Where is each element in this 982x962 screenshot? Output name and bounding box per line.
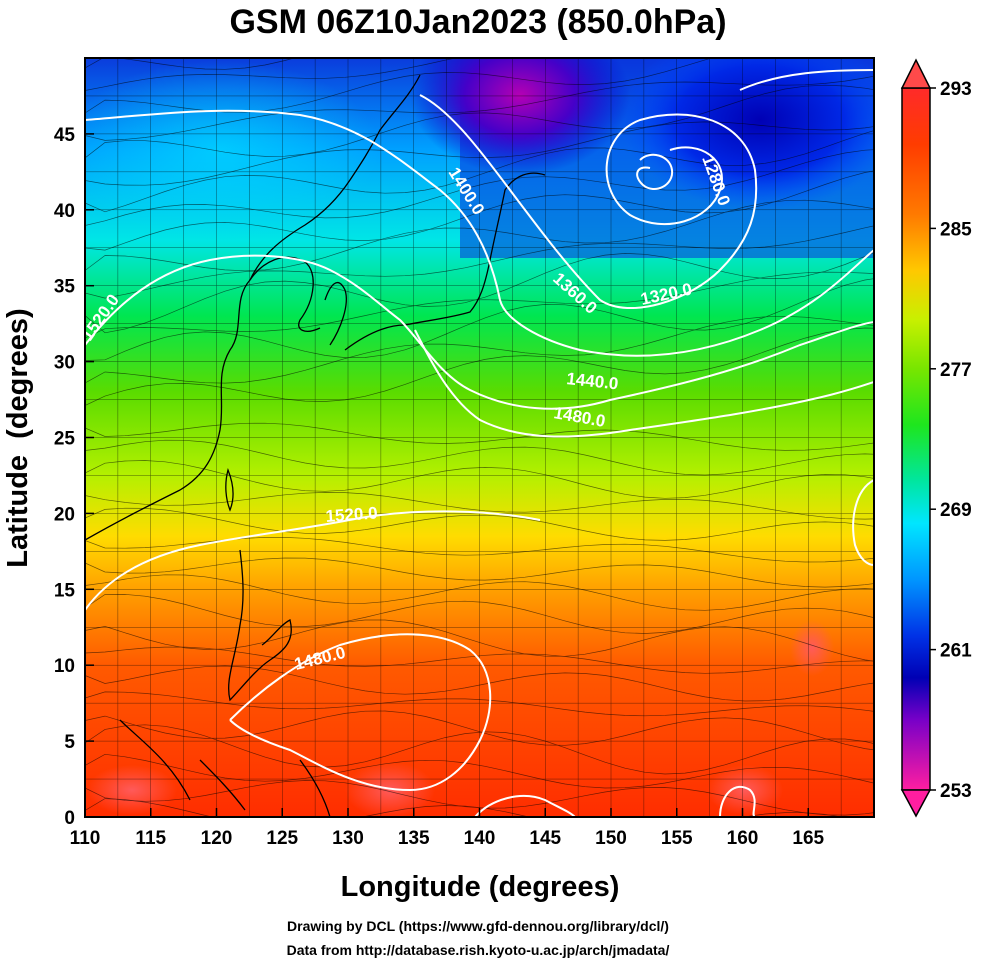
plot-area: 1400.0 1360.0 1320.0 1280.0 1440.0 1480.… <box>85 58 874 817</box>
streamline <box>85 58 296 70</box>
streamline <box>85 130 874 213</box>
x-tick-label: 135 <box>398 828 430 849</box>
y-tick-label: 5 <box>64 732 75 753</box>
y-tick-label: 0 <box>64 808 75 829</box>
y-tick-label: 10 <box>54 656 75 677</box>
y-tick-label: 45 <box>54 125 76 146</box>
streamline <box>85 278 874 361</box>
x-tick-label: 160 <box>727 828 759 849</box>
x-tick-label: 145 <box>529 828 561 849</box>
y-axis-label: Latitude (degrees) <box>2 308 34 567</box>
streamline <box>85 574 874 611</box>
streamline <box>85 170 874 251</box>
figure-title: GSM 06Z10Jan2023 (850.0hPa) <box>229 3 726 41</box>
streamline <box>85 665 874 702</box>
x-tick-label: 125 <box>266 828 298 849</box>
streamline <box>85 149 874 226</box>
colorbar-gradient <box>901 87 931 791</box>
x-tick-label: 140 <box>464 828 496 849</box>
warm-spot <box>790 620 834 676</box>
y-tick-label: 15 <box>54 580 76 601</box>
streamline <box>85 710 874 751</box>
streamline <box>85 84 874 159</box>
streamline <box>85 492 874 520</box>
streamline <box>85 691 874 717</box>
streamline <box>85 58 458 91</box>
streamline <box>85 327 874 406</box>
streamline <box>85 439 874 476</box>
x-tick-label: 165 <box>792 828 824 849</box>
x-axis-ticks: 110 115 120 125 130 135 140 145 150 155 160 165 <box>70 808 825 849</box>
colorbar: 293 285 277 269 261 253 <box>900 58 972 818</box>
colorbar-tick-label: 277 <box>940 360 972 381</box>
streamline <box>85 271 874 339</box>
streamline <box>85 507 874 541</box>
gridlines <box>85 58 874 817</box>
streamline <box>85 619 874 662</box>
colorbar-bottom-arrow <box>900 789 932 818</box>
y-axis-ticks: 0 5 10 15 20 25 30 35 40 45 <box>54 125 94 829</box>
y-tick-label: 25 <box>54 429 76 450</box>
streamline <box>85 460 874 499</box>
contour-label: 1520.0 <box>325 503 378 526</box>
geopotential-contours <box>85 69 874 817</box>
x-tick-label: 150 <box>595 828 627 849</box>
streamline <box>85 199 874 272</box>
colorbar-tick-label: 269 <box>940 500 972 521</box>
credit-line-1: Drawing by DCL (https://www.gfd-dennou.o… <box>287 918 669 934</box>
x-tick-label: 120 <box>201 828 233 849</box>
credit-line-2: Data from http://database.rish.kyoto-u.a… <box>287 942 670 958</box>
x-axis-label: Longitude (degrees) <box>341 871 620 903</box>
coastlines <box>85 74 546 817</box>
y-tick-label: 40 <box>54 201 75 222</box>
x-tick-label: 110 <box>70 828 101 849</box>
colorbar-tick-label: 285 <box>940 219 972 240</box>
streamline <box>85 724 874 775</box>
streamline <box>85 315 874 384</box>
warm-spot <box>87 765 177 815</box>
colorbar-ticks: 293 285 277 269 261 253 <box>930 79 972 802</box>
cyan-region-west <box>85 60 380 240</box>
cold-core-north <box>410 58 630 175</box>
colorbar-tick-label: 293 <box>940 79 972 100</box>
streamline <box>85 252 874 334</box>
warm-spot <box>707 765 783 815</box>
streamline <box>85 646 874 674</box>
streamline <box>85 557 874 588</box>
x-tick-label: 155 <box>661 828 693 849</box>
colorbar-tick-label: 253 <box>940 781 972 802</box>
streamline <box>85 753 874 789</box>
y-tick-label: 35 <box>54 277 76 298</box>
colorbar-top-arrow <box>900 58 932 89</box>
x-tick-label: 115 <box>135 828 166 849</box>
colorbar-tick-label: 261 <box>940 641 972 662</box>
y-tick-label: 20 <box>54 504 75 525</box>
streamline <box>85 594 874 634</box>
x-tick-label: 130 <box>332 828 364 849</box>
streamline <box>85 422 874 451</box>
y-tick-label: 30 <box>54 353 75 374</box>
